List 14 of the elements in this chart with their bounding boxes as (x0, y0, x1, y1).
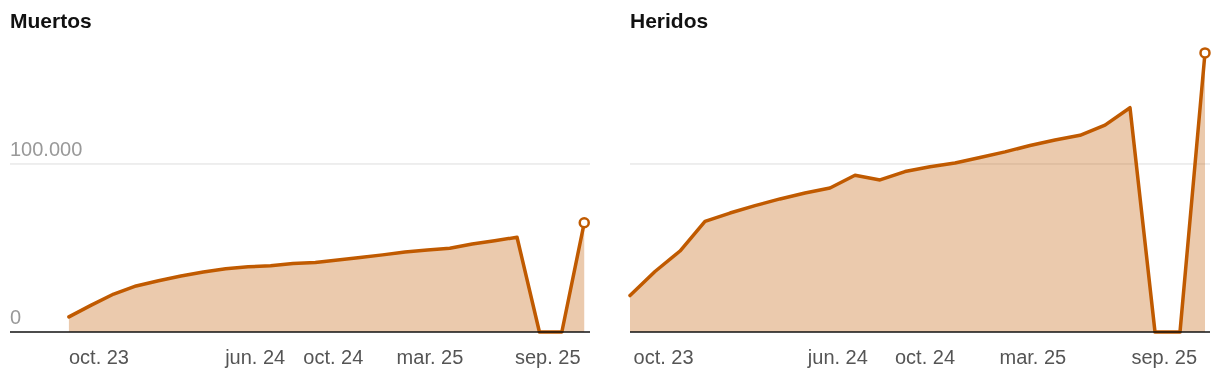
x-tick-label: oct. 23 (68, 346, 130, 368)
y-tick-label: 0 (10, 306, 22, 328)
x-tick-label: jun. 24 (224, 346, 286, 368)
x-tick-label: sep. 25 (1131, 346, 1198, 368)
x-tick-label: oct. 23 (633, 346, 694, 368)
chart-title: Muertos (10, 9, 92, 32)
y-tick-label: 100.000 (10, 137, 83, 160)
x-tick-label: jun. 24 (806, 346, 868, 368)
x-tick-label: mar. 25 (396, 346, 464, 368)
x-tick-label: mar. 25 (999, 346, 1067, 368)
chart-title: Heridos (630, 9, 709, 32)
x-tick-label: oct. 24 (303, 346, 364, 368)
x-tick-label: oct. 24 (894, 346, 956, 368)
x-tick-label: sep. 25 (514, 346, 581, 368)
